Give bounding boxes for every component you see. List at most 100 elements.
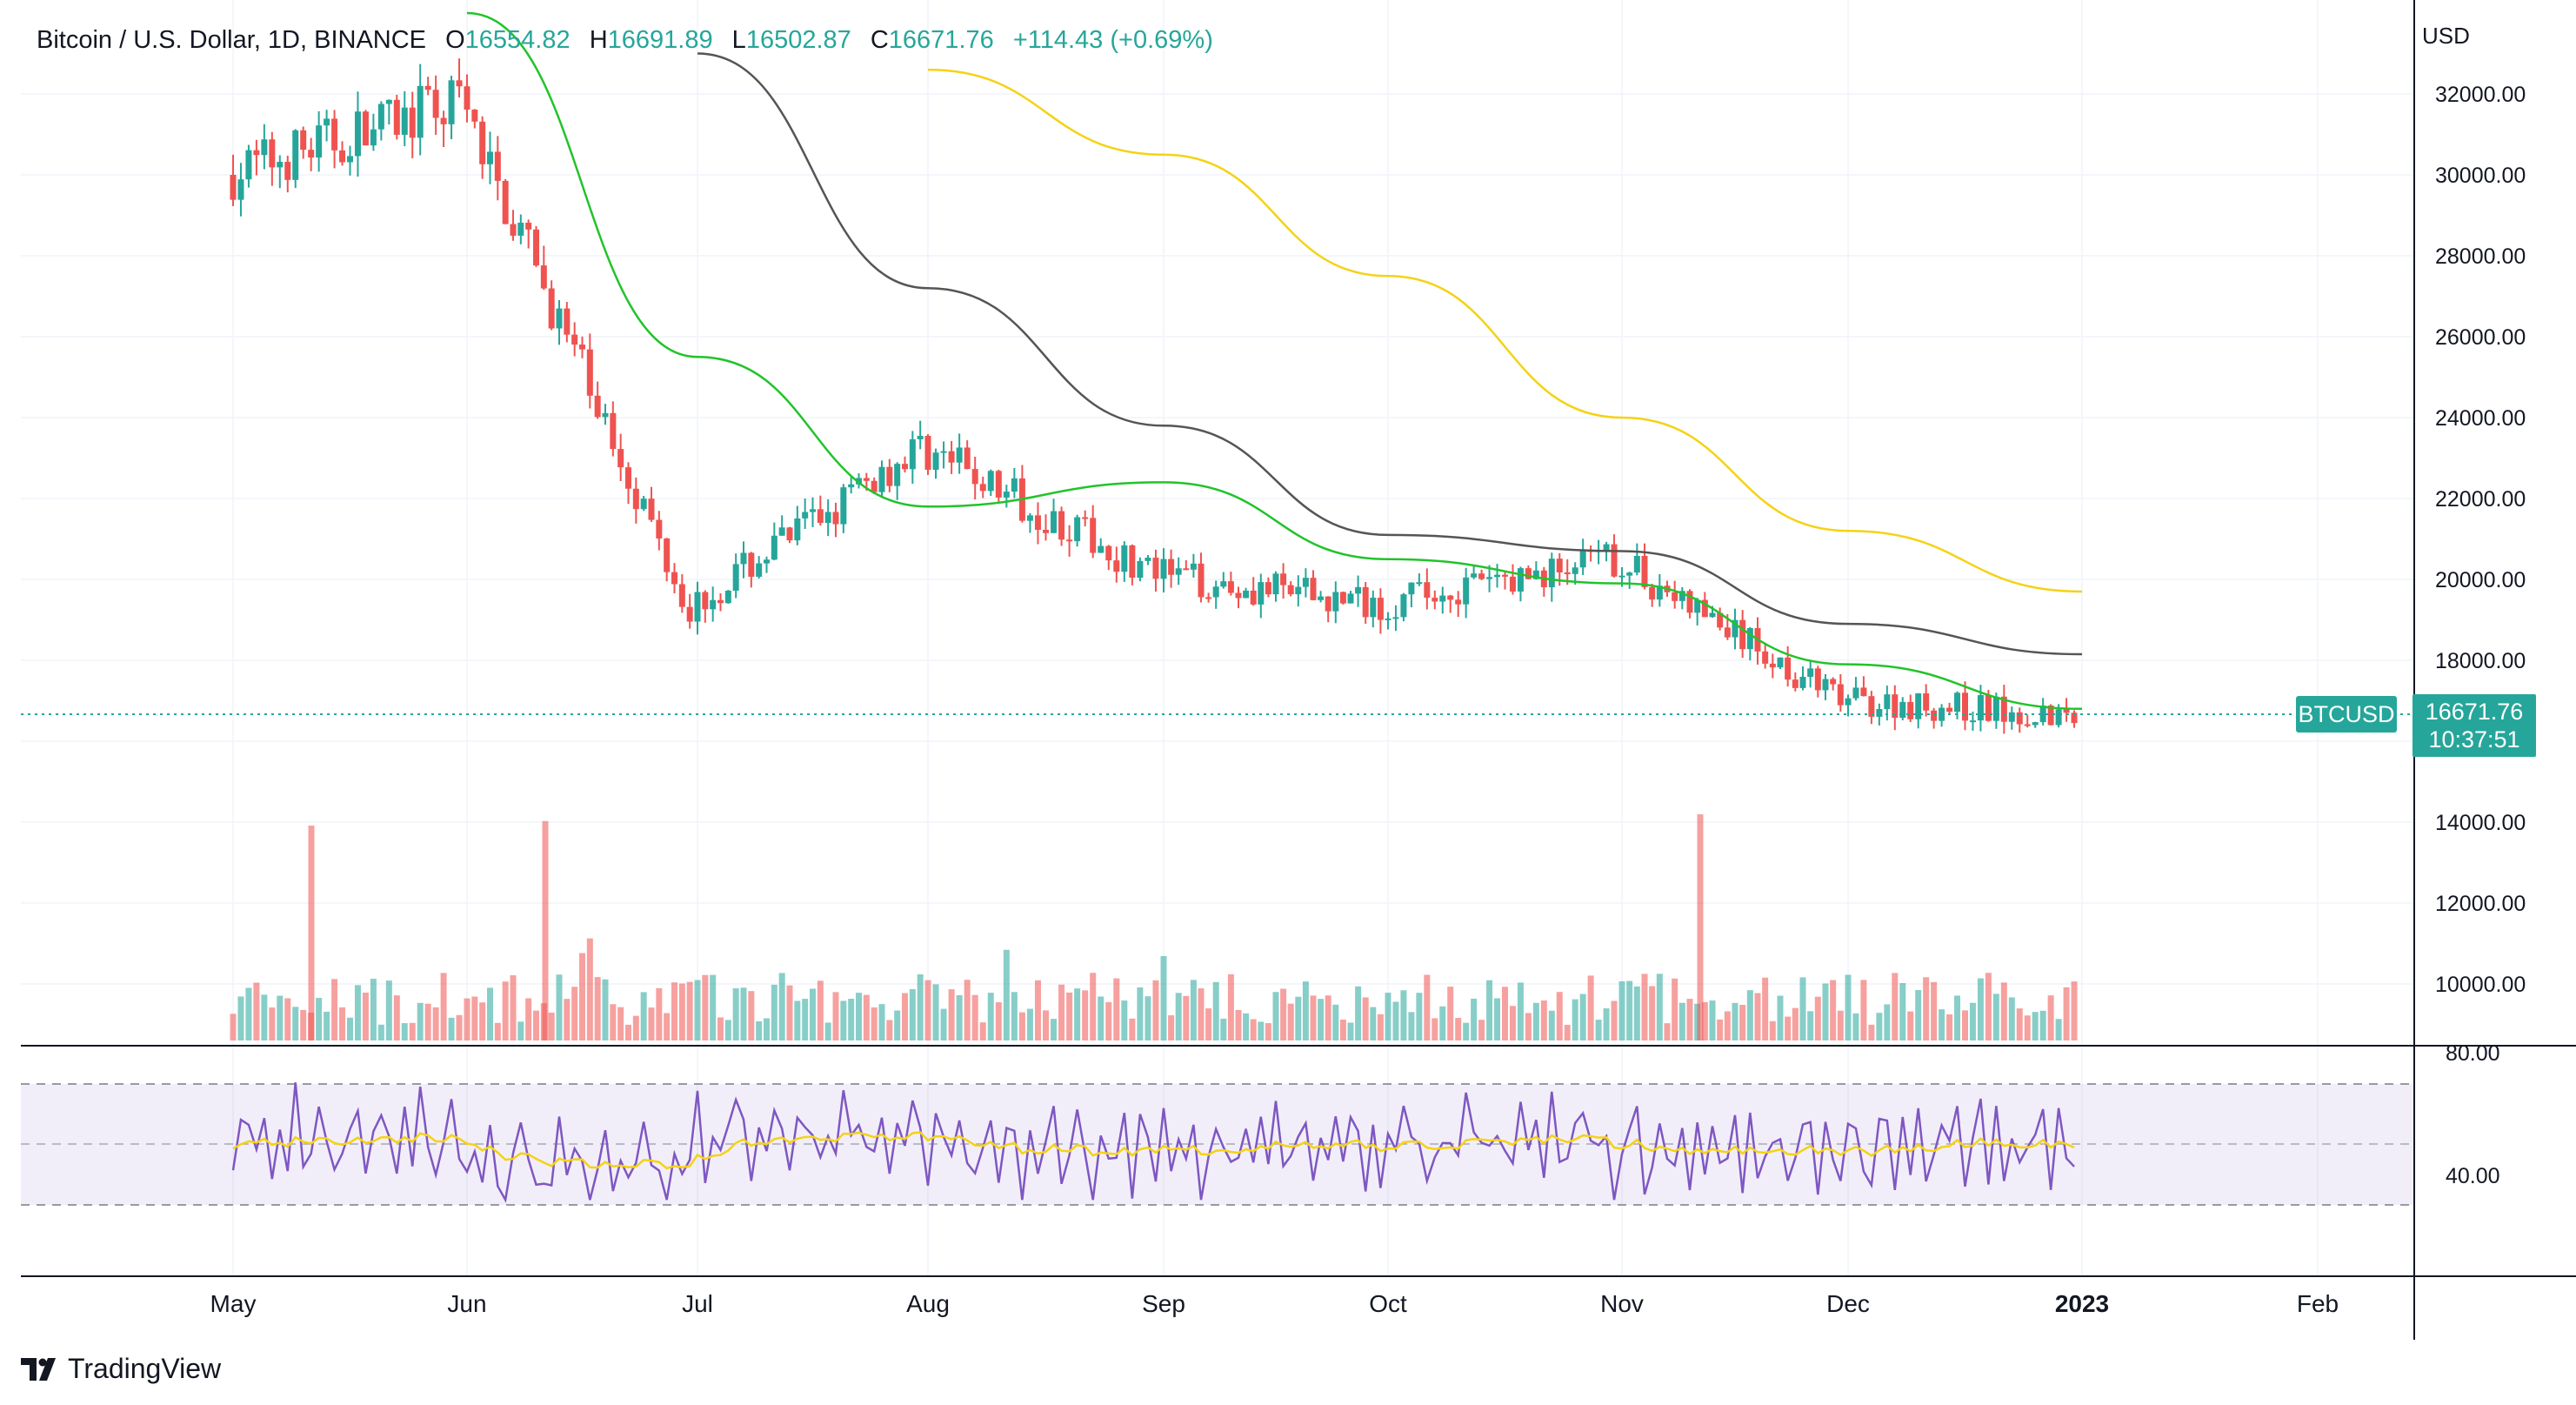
volume-bar	[1876, 1013, 1883, 1040]
volume-spike	[542, 820, 549, 1040]
volume-bar	[1969, 1002, 1976, 1040]
rsi-axis[interactable]: 80.00 40.00	[2446, 1041, 2500, 1188]
volume-bar	[886, 1020, 893, 1040]
volume-bar	[510, 975, 517, 1040]
candle-body	[1845, 698, 1852, 706]
price-tick-2: 28000.00	[2435, 244, 2526, 269]
candle-body	[802, 512, 809, 519]
volume-bar	[1370, 1007, 1377, 1040]
volume-bar	[1392, 1001, 1399, 1040]
volume-bar	[1198, 988, 1205, 1040]
candle-body	[1769, 663, 1776, 668]
volume-bar	[1287, 1003, 1294, 1040]
volume-bar	[1814, 996, 1821, 1040]
volume-bar	[1051, 1019, 1058, 1040]
candle-body	[1332, 592, 1339, 612]
volume-bar	[1431, 1018, 1438, 1040]
volume-bar	[1494, 998, 1501, 1040]
close-label: C	[870, 26, 889, 54]
candle-body	[354, 111, 361, 157]
volume-bar	[602, 979, 609, 1040]
candle-body	[1884, 694, 1891, 710]
volume-bar	[2008, 997, 2015, 1040]
volume-bar	[1026, 1008, 1033, 1040]
candle-body	[1618, 575, 1625, 578]
rsi-guides	[21, 1083, 2414, 1206]
volume-bar	[1090, 973, 1097, 1040]
open-value: 16554.82	[464, 26, 571, 54]
candle-body	[556, 308, 563, 329]
candle-body	[586, 349, 593, 396]
volume-bar	[610, 1004, 617, 1040]
volume-bar	[995, 1002, 1002, 1040]
candle-body	[1579, 550, 1586, 568]
candle-body	[1447, 595, 1454, 600]
rsi-lines	[231, 1082, 2075, 1203]
volume-bar	[1220, 1018, 1227, 1040]
volume-bar	[1486, 980, 1493, 1040]
candle-body	[964, 447, 971, 470]
candle-body	[824, 512, 831, 524]
volume-bar	[1754, 993, 1761, 1040]
volume-bar	[802, 999, 809, 1040]
candle-body	[956, 447, 963, 463]
volume-bar	[1082, 990, 1089, 1040]
candle-body	[1339, 592, 1346, 604]
volume-bar	[1190, 980, 1197, 1040]
candle-body	[1129, 545, 1136, 579]
volume-bar	[1962, 1010, 1968, 1040]
rsi-tick-1: 40.00	[2446, 1164, 2500, 1188]
candle-body	[517, 222, 524, 236]
volume-spike	[308, 826, 315, 1040]
candle-body	[1478, 573, 1485, 579]
candle-body	[2024, 724, 2031, 726]
candle-body	[771, 535, 777, 560]
volume-bar	[964, 980, 971, 1040]
high-value: 16691.89	[607, 26, 713, 54]
candle-body	[1250, 590, 1257, 605]
candle-body	[1051, 511, 1058, 533]
volume-bar	[347, 1017, 353, 1040]
volume-bar	[1837, 1010, 1844, 1040]
volume-bar	[525, 998, 532, 1040]
volume-bar	[756, 1021, 763, 1040]
volume-bar	[471, 996, 478, 1040]
volume-bar	[625, 1024, 631, 1040]
candle-body	[2032, 722, 2039, 726]
volume-bar	[440, 973, 447, 1040]
volume-bar	[1332, 1004, 1339, 1040]
price-tick-3: 26000.00	[2435, 325, 2526, 350]
candle-body	[748, 552, 755, 577]
price-axis[interactable]: 32000.00 30000.00 28000.00 26000.00 24000.00…	[2435, 83, 2526, 997]
candle-body	[732, 564, 739, 591]
volume-bar	[817, 980, 824, 1040]
candle-body	[1746, 627, 1753, 650]
candle-body	[1272, 573, 1279, 595]
symbol-title: Bitcoin / U.S. Dollar, 1D, BINANCE	[37, 26, 427, 54]
candle-body	[1265, 582, 1271, 595]
time-axis[interactable]: May Jun Jul Aug Sep Oct Nov Dec 2023 Feb	[210, 1290, 2339, 1317]
volume-bar	[401, 1023, 408, 1040]
volume-bar	[393, 995, 400, 1040]
volume-bar	[1265, 1023, 1271, 1040]
volume-bar	[1931, 981, 1938, 1040]
volume-bar	[686, 981, 693, 1040]
brand-logo[interactable]: TradingView	[21, 1353, 221, 1385]
candle-body	[1548, 559, 1555, 588]
candle-body	[995, 471, 1002, 498]
volume-bar	[1447, 987, 1454, 1040]
candle-body	[1295, 586, 1302, 595]
volume-bar	[230, 1014, 237, 1040]
candle-body	[1509, 576, 1516, 592]
candle-body	[1709, 612, 1716, 618]
volume-bar	[1003, 949, 1010, 1040]
candle-body	[564, 308, 571, 335]
volume-bar	[571, 987, 578, 1040]
volume-bar	[1579, 994, 1586, 1040]
volume-bar	[464, 998, 470, 1040]
volume-bar	[1678, 1002, 1685, 1040]
volume-bar	[979, 1022, 986, 1040]
volume-bar	[1098, 996, 1104, 1040]
candle-body	[2063, 709, 2070, 713]
